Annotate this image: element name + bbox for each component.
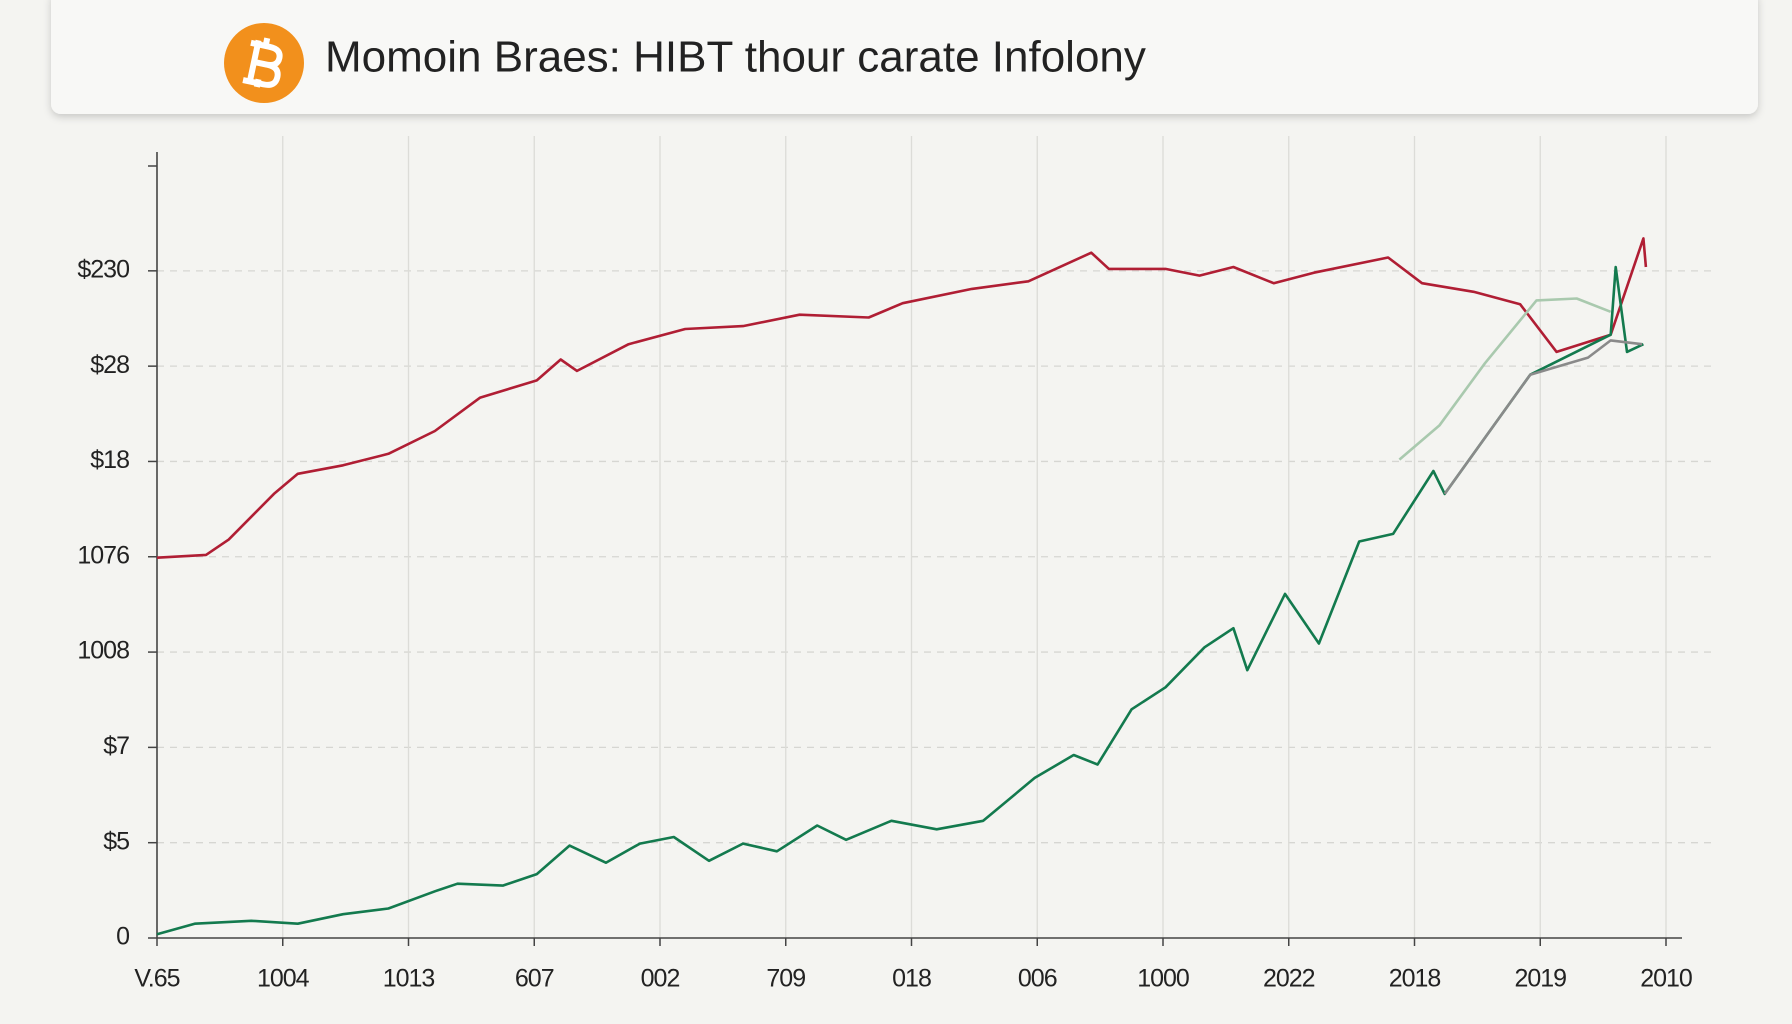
title-card bbox=[51, 0, 1758, 114]
y-tick-label: $7 bbox=[103, 732, 129, 760]
series-line bbox=[156, 237, 1648, 559]
x-tick-label: 607 bbox=[515, 965, 554, 993]
bitcoin-icon bbox=[224, 23, 304, 103]
x-tick-label: 1000 bbox=[1137, 965, 1189, 993]
x-tick-label: 1013 bbox=[383, 965, 435, 993]
y-tick-label: 0 bbox=[116, 923, 129, 951]
y-tick-label: 1008 bbox=[77, 637, 129, 665]
x-tick-label: 018 bbox=[892, 965, 931, 993]
x-tick-label: 1004 bbox=[257, 965, 310, 993]
x-tick-label: 2019 bbox=[1514, 965, 1566, 993]
series-line bbox=[156, 265, 1644, 936]
series-line bbox=[1398, 297, 1612, 461]
chart-title: Momoin Braes: HIBT thour carate Infolony bbox=[325, 33, 1146, 82]
x-tick-label: V.65 bbox=[134, 965, 179, 993]
y-tick-label: $5 bbox=[103, 827, 129, 855]
plot-area: 0 $5 $7 1008 1076 $18 $28 $230 V.65 1004 1013 607 00… bbox=[77, 136, 1712, 993]
x-tick-label: 2022 bbox=[1263, 965, 1315, 993]
y-tick-label: $18 bbox=[90, 446, 129, 474]
x-tick-label: 006 bbox=[1018, 965, 1057, 993]
x-tick-label: 709 bbox=[766, 965, 805, 993]
y-tick-label: 1076 bbox=[77, 541, 129, 569]
x-tick-label: 2018 bbox=[1389, 965, 1441, 993]
x-tick-label: 002 bbox=[641, 965, 680, 993]
series-line bbox=[1443, 339, 1643, 495]
x-tick-label: 2010 bbox=[1640, 965, 1692, 993]
y-tick-label: $230 bbox=[77, 255, 129, 283]
y-tick-label: $28 bbox=[90, 351, 129, 379]
